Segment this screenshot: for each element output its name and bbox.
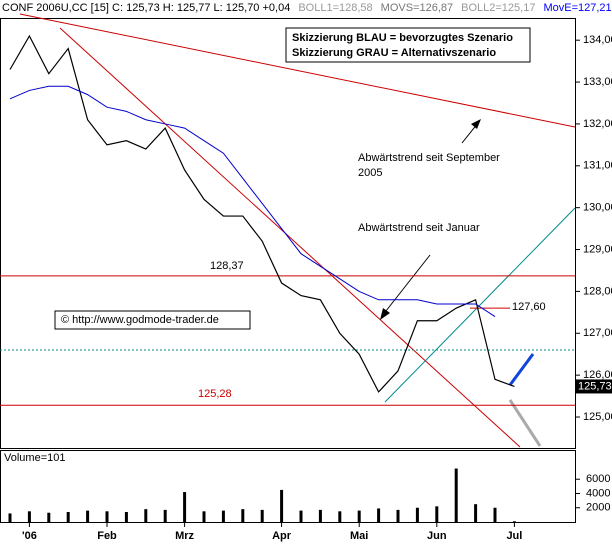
price-frame: [0, 18, 576, 449]
volume-bar: [221, 510, 225, 522]
scenario-text: Skizzierung BLAU = bevorzugtes Szenario: [292, 32, 513, 44]
volume-bar: [260, 509, 264, 522]
volume-bar: [105, 511, 109, 522]
volume-bar: [338, 511, 342, 522]
volume-bar: [474, 504, 478, 522]
y-tick-label: 132,00: [583, 118, 612, 130]
volume-bar: [27, 511, 31, 522]
volume-bar: [493, 507, 497, 522]
x-tick-label: Jul: [506, 530, 522, 542]
volume-bar: [202, 511, 206, 522]
x-tick-label: Feb: [97, 530, 117, 542]
volume-bar: [163, 509, 167, 522]
y-tick-label: 4000: [586, 487, 610, 499]
x-tick-label: Mai: [350, 530, 368, 542]
volume-bar: [280, 489, 284, 522]
volume-bar: [183, 492, 187, 522]
volume-bar: [357, 510, 361, 522]
volume-bar: [124, 512, 128, 522]
trend-line: [384, 207, 576, 403]
header-text: BOLL2=125,17: [461, 2, 535, 14]
level-label: 125,28: [198, 388, 232, 400]
arrow-head: [380, 308, 390, 320]
last-price-label: 125,73: [578, 380, 612, 392]
last-price-box: [576, 379, 612, 394]
trend-line: [59, 27, 521, 448]
volume-bar: [47, 512, 51, 522]
volume-bar: [66, 512, 70, 522]
x-tick-label: Apr: [272, 530, 292, 542]
annotation: Abwärtstrend seit September: [358, 152, 500, 164]
level-label: 127,60: [512, 301, 546, 313]
volume-bar: [86, 510, 90, 522]
header-text: CONF 2006U,CC [15] C: 125,73 H: 125,77 L…: [2, 2, 290, 14]
y-tick-label: 2000: [586, 502, 610, 514]
level-label: 128,37: [210, 260, 244, 272]
arrow-head: [471, 119, 481, 129]
scenario-text: Skizzierung GRAU = Alternativszenario: [292, 47, 496, 59]
volume-bar: [318, 509, 322, 522]
y-tick-label: 125,00: [583, 411, 612, 423]
x-tick-label: Mrz: [175, 530, 194, 542]
y-tick-label: 6000: [586, 473, 610, 485]
x-tick-label: Jun: [427, 530, 447, 542]
header-text: BOLL1=128,58: [298, 2, 372, 14]
y-tick-label: 128,00: [583, 285, 612, 297]
trend-line: [19, 13, 576, 128]
arrow: [381, 254, 431, 317]
gray-scenario: [508, 399, 542, 447]
y-tick-label: 126,00: [583, 369, 612, 381]
volume-bar: [144, 509, 148, 522]
scenario-box: [285, 27, 531, 63]
y-tick-label: 131,00: [583, 160, 612, 172]
y-tick-label: 133,00: [583, 76, 612, 88]
source-box: [54, 310, 251, 330]
x-tick-label: '06: [22, 530, 37, 542]
volume-bar: [396, 509, 400, 522]
volume-bar: [435, 506, 439, 522]
blue-scenario: [508, 353, 535, 386]
annotation: 2005: [358, 167, 382, 179]
volume-frame: [0, 450, 576, 523]
series-line: [9, 34, 515, 393]
y-tick-label: 129,00: [583, 243, 612, 255]
volume-bar: [415, 507, 419, 522]
series-line: [9, 85, 496, 317]
volume-bar: [512, 521, 516, 522]
y-tick-label: 127,00: [583, 327, 612, 339]
header-text: MOVS=126,87: [381, 2, 453, 14]
volume-bar: [299, 510, 303, 522]
volume-bar: [241, 509, 245, 522]
volume-bar: [454, 468, 458, 522]
y-tick-label: 130,00: [583, 202, 612, 214]
header-text: MovE=127,21: [543, 2, 611, 14]
annotation: Abwärtstrend seit Januar: [358, 222, 480, 234]
volume-title: Volume=101: [4, 452, 65, 464]
y-tick-label: 134,00: [583, 34, 612, 46]
volume-bar: [377, 508, 381, 522]
source: © http://www.godmode-trader.de: [61, 314, 219, 326]
volume-bar: [8, 513, 12, 522]
